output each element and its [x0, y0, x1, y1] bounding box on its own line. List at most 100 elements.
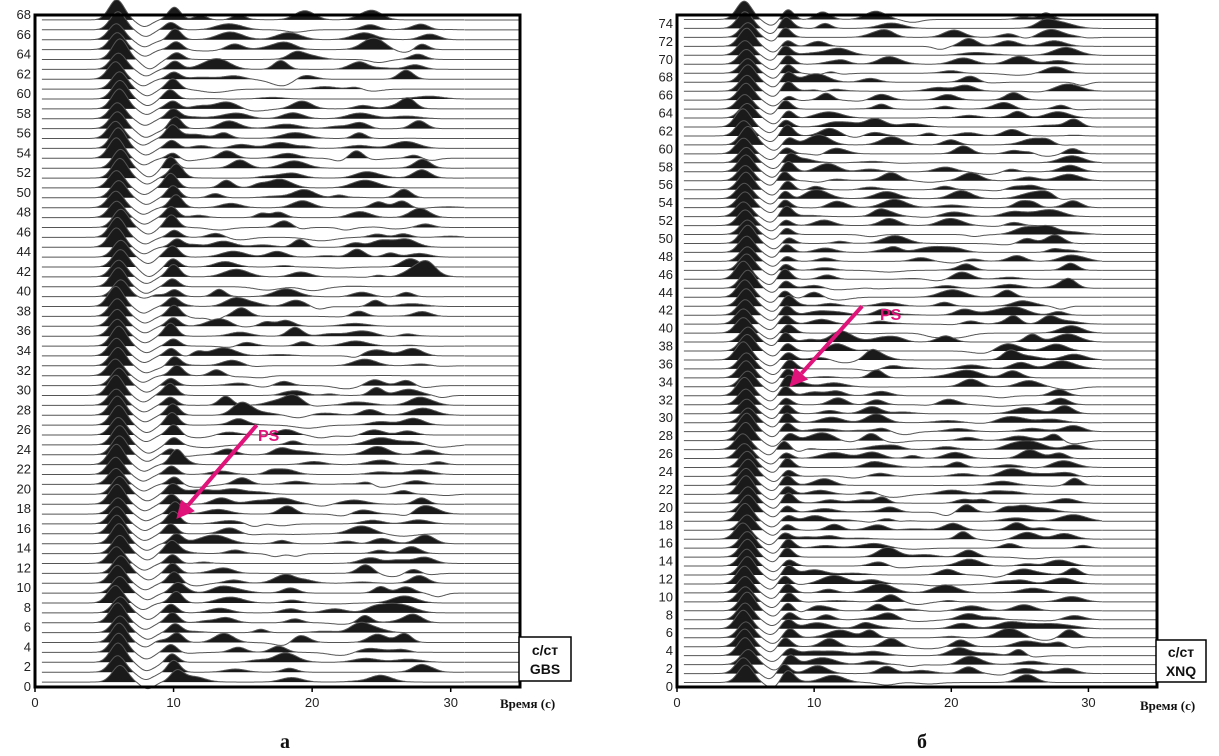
y-tick-label: 56: [659, 177, 673, 192]
trace-line: [683, 531, 1102, 554]
trace-fill: [683, 334, 1103, 351]
trace-fill: [683, 94, 1103, 110]
trace-line: [41, 279, 465, 299]
trace-fill: [683, 377, 1103, 396]
trace-fill: [683, 610, 1103, 629]
x-tick-label: 10: [166, 695, 180, 710]
y-tick-label: 34: [659, 374, 673, 389]
trace-fill: [683, 637, 1103, 656]
trace-fill: [41, 665, 465, 683]
trace-line: [683, 575, 1102, 599]
trace-fill: [41, 375, 465, 396]
panel-letter-b: б: [917, 731, 927, 753]
trace-line: [683, 565, 1102, 590]
trace-line: [41, 655, 465, 681]
trace-line: [41, 374, 465, 403]
y-tick-label: 4: [24, 639, 31, 654]
trace-fill: [683, 451, 1103, 468]
trace-line: [683, 0, 1102, 26]
trace-line: [41, 555, 465, 581]
trace-fill: [41, 0, 465, 20]
trace-line: [683, 94, 1102, 115]
trace-fill: [41, 468, 465, 485]
trace-line: [41, 497, 465, 522]
trace-line: [683, 64, 1102, 88]
y-tick-label: 22: [17, 462, 31, 477]
trace-fill: [683, 539, 1103, 558]
y-tick-label: 74: [659, 16, 673, 31]
trace-line: [683, 450, 1102, 473]
x-tick-label: 20: [944, 695, 958, 710]
trace-line: [683, 657, 1102, 680]
trace-line: [683, 191, 1102, 214]
trace-line: [683, 467, 1102, 492]
x-tick-label: 0: [673, 695, 680, 710]
ps-label-b: PS: [880, 307, 902, 324]
trace-line: [41, 575, 465, 601]
trace-line: [683, 586, 1102, 608]
y-tick-label: 30: [659, 410, 673, 425]
trace-line: [41, 664, 465, 690]
trace-fill: [683, 443, 1103, 459]
y-tick-label: 12: [659, 571, 673, 586]
trace-line: [41, 227, 465, 255]
y-tick-label: 62: [659, 123, 673, 138]
trace-fill: [41, 89, 465, 109]
trace-fill: [683, 28, 1103, 47]
y-tick-labels-b: 0246810121416182022242628303234363840424…: [659, 16, 673, 694]
trace-fill: [41, 111, 465, 129]
y-tick-label: 20: [17, 481, 31, 496]
y-tick-label: 50: [659, 231, 673, 246]
trace-line: [41, 88, 465, 115]
y-tick-label: 14: [17, 541, 31, 556]
trace-fill: [41, 149, 465, 169]
y-tick-label: 52: [659, 213, 673, 228]
x-tick-labels-a: 0 10 20 30: [31, 687, 458, 710]
trace-line: [41, 32, 465, 57]
trace-line: [41, 367, 465, 393]
trace-line: [683, 317, 1102, 340]
trace-line: [683, 609, 1102, 636]
trace-line: [683, 260, 1102, 286]
y-tick-label: 0: [666, 679, 673, 694]
trace-line: [683, 556, 1102, 581]
y-tick-label: 2: [666, 661, 673, 676]
trace-fill: [41, 616, 465, 633]
trace-line: [683, 235, 1102, 258]
trace-line: [683, 288, 1102, 312]
trace-line: [683, 591, 1102, 617]
y-tick-label: 54: [659, 195, 673, 210]
trace-fill: [683, 155, 1103, 172]
trace-line: [683, 341, 1102, 367]
trace-line: [41, 148, 465, 178]
trace-line: [41, 111, 465, 138]
trace-fill: [41, 80, 465, 99]
y-tick-label: 46: [17, 224, 31, 239]
y-tick-labels-a: 0246810121416182022242628303234363840424…: [17, 7, 31, 694]
y-tick-label: 46: [659, 267, 673, 282]
trace-fill: [41, 61, 465, 80]
trace-line: [41, 632, 465, 660]
trace-fill: [683, 270, 1103, 289]
trace-line: [41, 267, 465, 294]
trace-fill: [683, 592, 1103, 611]
trace-line: [41, 395, 465, 423]
trace-line: [683, 407, 1102, 428]
trace-fill: [683, 183, 1103, 199]
trace-line: [41, 615, 465, 640]
y-tick-label: 68: [659, 70, 673, 85]
trace-fill: [41, 555, 465, 574]
trace-fill: [683, 108, 1103, 127]
trace-fill: [41, 326, 465, 347]
trace-line: [41, 425, 465, 454]
trace-line: [41, 79, 465, 106]
x-axis-title-a: Время (с): [500, 696, 555, 711]
trace-fill: [41, 209, 465, 228]
trace-fill: [683, 103, 1103, 118]
trace-fill: [41, 127, 465, 149]
y-tick-label: 14: [659, 554, 673, 569]
trace-fill: [41, 240, 465, 258]
y-tick-label: 34: [17, 343, 31, 358]
trace-fill: [683, 399, 1103, 414]
trace-fill: [41, 523, 465, 544]
